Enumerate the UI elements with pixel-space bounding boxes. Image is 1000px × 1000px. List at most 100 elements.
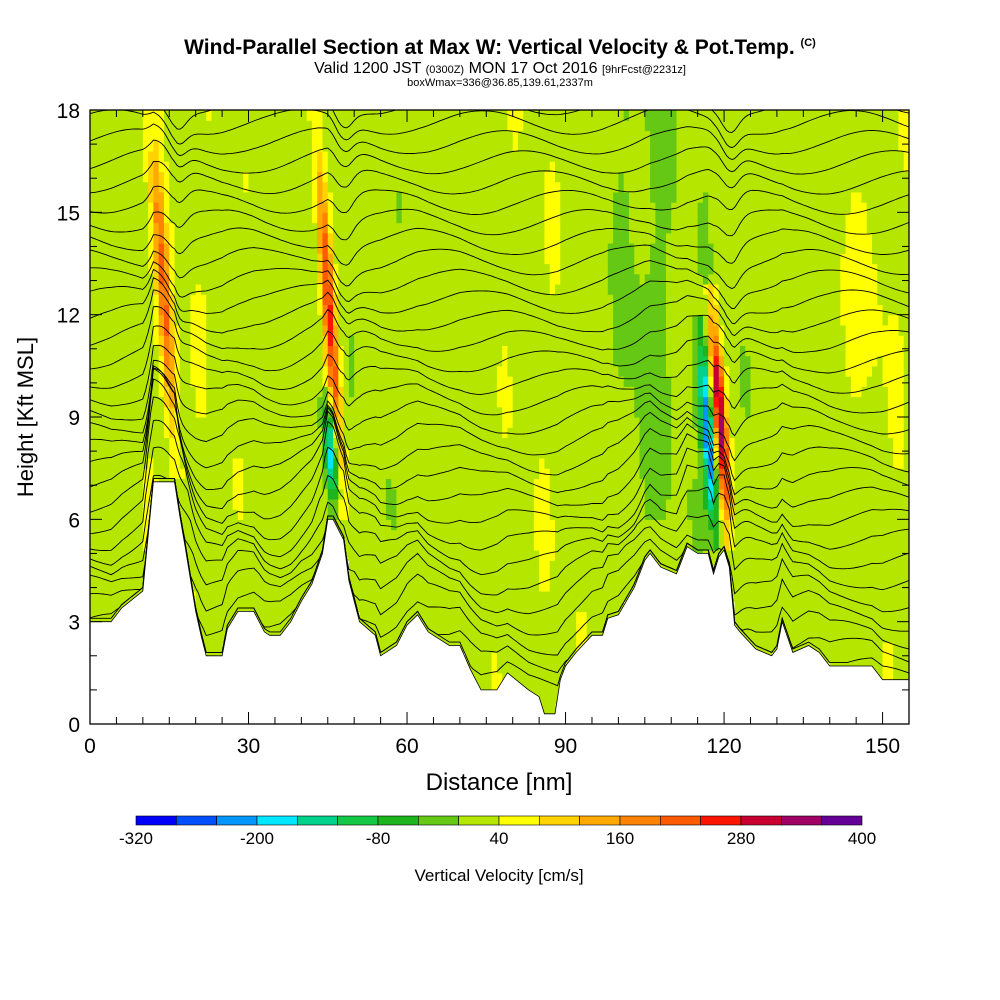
velocity-cell bbox=[285, 345, 292, 357]
velocity-cell bbox=[465, 150, 472, 162]
velocity-cell bbox=[142, 171, 149, 183]
velocity-cell bbox=[454, 580, 461, 592]
velocity-cell bbox=[274, 478, 281, 490]
velocity-cell bbox=[259, 232, 265, 244]
velocity-cell bbox=[327, 181, 334, 193]
velocity-cell bbox=[560, 304, 567, 316]
velocity-cell bbox=[327, 376, 334, 387]
velocity-cell bbox=[232, 191, 239, 203]
velocity-cell bbox=[533, 212, 540, 224]
velocity-cell bbox=[359, 447, 366, 459]
velocity-cell bbox=[412, 509, 419, 520]
velocity-cell bbox=[116, 488, 123, 500]
velocity-cell bbox=[95, 130, 102, 142]
velocity-cell bbox=[327, 110, 334, 121]
velocity-cell bbox=[576, 314, 582, 326]
velocity-cell bbox=[174, 181, 181, 193]
velocity-cell bbox=[311, 140, 318, 152]
velocity-cell bbox=[137, 222, 144, 234]
velocity-cell bbox=[512, 314, 519, 326]
velocity-cell bbox=[549, 314, 556, 326]
velocity-cell bbox=[264, 427, 271, 439]
velocity-cell bbox=[190, 406, 197, 418]
velocity-cell bbox=[412, 529, 419, 541]
velocity-cell bbox=[142, 110, 149, 121]
velocity-cell bbox=[586, 263, 593, 275]
velocity-cell bbox=[190, 345, 197, 357]
velocity-cell bbox=[491, 590, 498, 602]
velocity-cell bbox=[200, 406, 207, 418]
velocity-cell bbox=[539, 519, 546, 531]
velocity-cell bbox=[502, 253, 509, 265]
velocity-cell bbox=[296, 457, 302, 469]
velocity-cell bbox=[570, 519, 577, 531]
velocity-cell bbox=[227, 417, 234, 428]
velocity-cell bbox=[116, 181, 123, 193]
velocity-cell bbox=[327, 355, 334, 367]
velocity-cell bbox=[216, 202, 223, 213]
velocity-cell bbox=[216, 570, 223, 582]
velocity-cell bbox=[449, 314, 456, 326]
velocity-cell bbox=[132, 345, 139, 357]
velocity-cell bbox=[296, 539, 302, 551]
velocity-cell bbox=[554, 202, 561, 213]
velocity-cell bbox=[554, 386, 561, 398]
velocity-cell bbox=[290, 488, 297, 500]
velocity-cell bbox=[422, 611, 429, 623]
velocity-field bbox=[90, 110, 909, 715]
velocity-cell bbox=[317, 140, 324, 152]
velocity-cell bbox=[428, 355, 435, 367]
velocity-cell bbox=[475, 529, 482, 541]
velocity-cell bbox=[375, 478, 382, 490]
velocity-cell bbox=[486, 683, 493, 694]
velocity-cell bbox=[317, 324, 324, 336]
velocity-cell bbox=[200, 345, 207, 357]
velocity-cell bbox=[581, 212, 588, 224]
velocity-cell bbox=[280, 560, 287, 572]
velocity-cell bbox=[470, 110, 477, 121]
velocity-cell bbox=[470, 304, 477, 316]
velocity-cell bbox=[333, 130, 339, 142]
velocity-cell bbox=[354, 335, 361, 346]
velocity-cell bbox=[153, 181, 160, 193]
velocity-cell bbox=[311, 550, 318, 561]
velocity-cell bbox=[327, 212, 334, 224]
velocity-cell bbox=[137, 396, 144, 408]
velocity-cell bbox=[264, 140, 271, 152]
velocity-cell bbox=[116, 253, 123, 265]
velocity-cell bbox=[317, 447, 324, 459]
velocity-cell bbox=[274, 171, 281, 183]
velocity-cell bbox=[105, 427, 112, 439]
velocity-cell bbox=[375, 324, 382, 336]
velocity-cell bbox=[100, 539, 107, 551]
velocity-cell bbox=[412, 181, 419, 193]
velocity-cell bbox=[232, 457, 239, 469]
velocity-cell bbox=[496, 498, 503, 510]
velocity-cell bbox=[428, 396, 435, 408]
velocity-cell bbox=[179, 406, 186, 418]
velocity-cell bbox=[95, 140, 102, 152]
velocity-cell bbox=[311, 437, 318, 449]
velocity-cell bbox=[591, 335, 598, 346]
velocity-cell bbox=[444, 324, 450, 336]
velocity-cell bbox=[475, 345, 482, 357]
velocity-cell bbox=[317, 509, 324, 520]
velocity-cell bbox=[126, 417, 133, 428]
velocity-cell bbox=[259, 457, 265, 469]
velocity-cell bbox=[222, 529, 228, 541]
velocity-cell bbox=[470, 191, 477, 203]
velocity-cell bbox=[248, 110, 255, 121]
velocity-cell bbox=[322, 232, 329, 244]
velocity-cell bbox=[290, 560, 297, 572]
velocity-cell bbox=[301, 406, 308, 418]
velocity-cell bbox=[163, 202, 170, 213]
velocity-cell bbox=[491, 652, 498, 664]
velocity-cell bbox=[174, 120, 181, 132]
velocity-cell bbox=[137, 283, 144, 295]
velocity-cell bbox=[412, 263, 419, 275]
velocity-cell bbox=[454, 509, 461, 520]
velocity-cell bbox=[327, 457, 334, 469]
velocity-cell bbox=[290, 202, 297, 213]
velocity-cell bbox=[211, 314, 218, 326]
velocity-cell bbox=[322, 519, 329, 531]
